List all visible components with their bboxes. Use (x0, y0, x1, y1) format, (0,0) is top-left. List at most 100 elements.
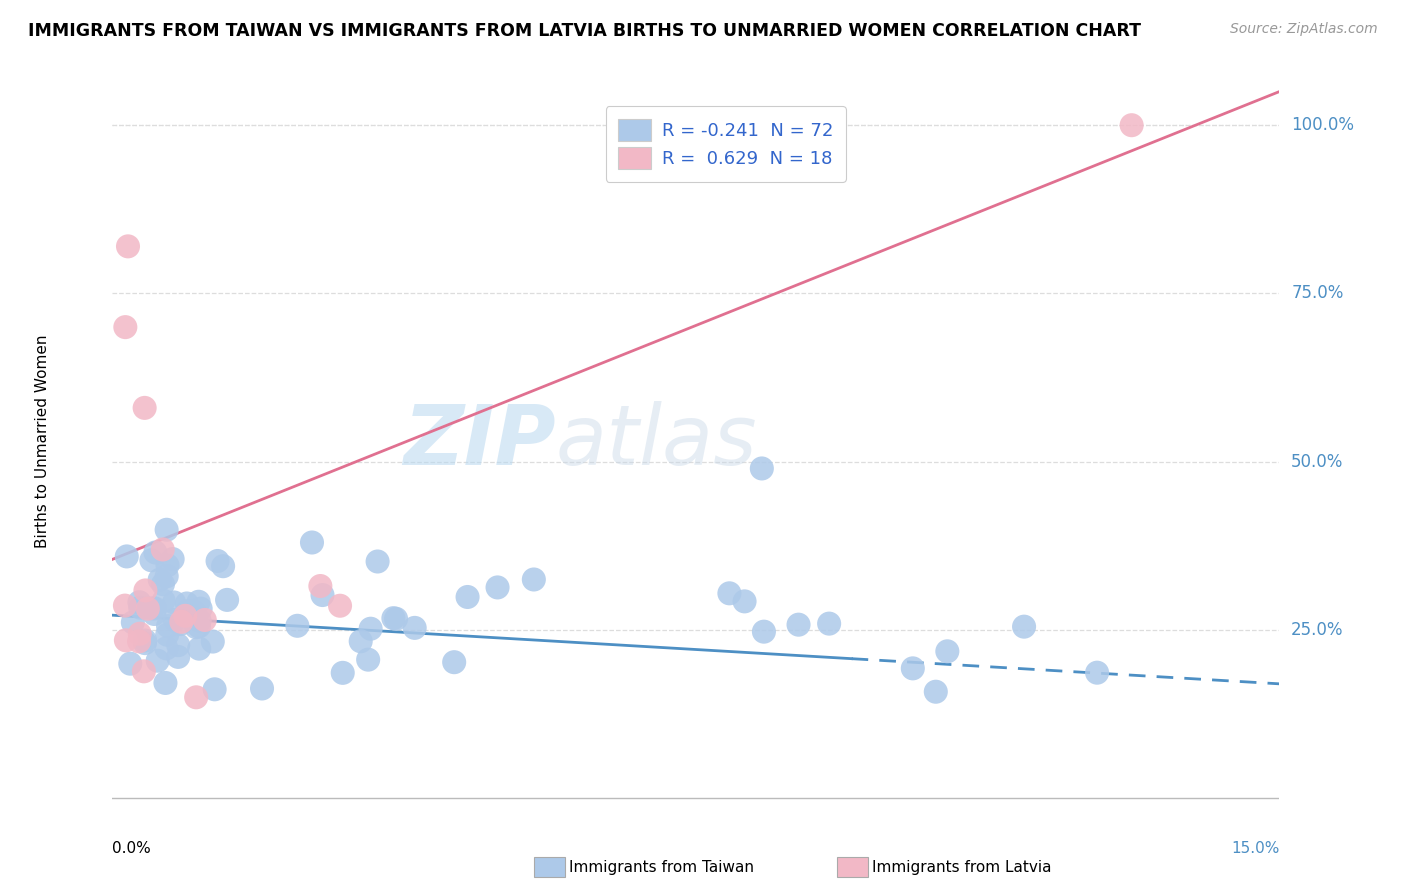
Point (152, 577, 174, 591)
Text: 75.0%: 75.0% (1291, 285, 1344, 302)
Point (114, 599, 136, 613)
Point (167, 649, 190, 664)
Text: 25.0%: 25.0% (1291, 621, 1344, 639)
Point (177, 609, 200, 624)
Text: ZIP: ZIP (404, 401, 555, 482)
Point (329, 599, 352, 613)
Point (114, 320, 136, 334)
Point (350, 634, 373, 648)
Point (309, 579, 332, 593)
Point (936, 644, 959, 658)
Point (128, 626, 150, 640)
Point (143, 607, 166, 621)
Point (204, 682, 226, 697)
Point (177, 604, 200, 618)
Point (207, 554, 229, 568)
Point (332, 665, 354, 680)
Point (188, 614, 211, 628)
Point (149, 573, 172, 587)
Point (145, 545, 167, 559)
Point (163, 595, 186, 609)
Point (190, 601, 212, 615)
Point (156, 523, 179, 537)
Point (188, 641, 211, 656)
Point (311, 588, 333, 602)
Point (146, 654, 169, 668)
Point (132, 665, 155, 679)
Text: 100.0%: 100.0% (1291, 116, 1354, 134)
Point (194, 613, 217, 627)
Point (1085, 665, 1108, 680)
Point (385, 612, 408, 626)
Point (718, 586, 741, 600)
Text: Immigrants from Taiwan: Immigrants from Taiwan (569, 860, 755, 874)
Point (121, 615, 143, 630)
Point (179, 605, 201, 619)
Text: atlas: atlas (555, 401, 758, 482)
Point (187, 595, 209, 609)
Text: Source: ZipAtlas.com: Source: ZipAtlas.com (1230, 22, 1378, 37)
Point (141, 601, 163, 615)
Point (129, 600, 152, 615)
Point (156, 628, 179, 642)
Point (170, 615, 193, 629)
Point (134, 583, 156, 598)
Point (157, 619, 180, 633)
Point (156, 569, 179, 583)
Point (357, 653, 380, 667)
Point (752, 624, 775, 639)
Point (523, 573, 546, 587)
Text: Immigrants from Latvia: Immigrants from Latvia (872, 860, 1052, 874)
Point (486, 581, 509, 595)
Point (201, 634, 224, 648)
Point (186, 690, 208, 705)
Point (174, 608, 197, 623)
Point (367, 554, 389, 568)
Point (1121, 118, 1143, 132)
Point (167, 638, 190, 652)
Point (751, 461, 773, 475)
Point (925, 684, 948, 698)
Point (169, 617, 191, 632)
Point (301, 535, 323, 549)
Legend: R = -0.241  N = 72, R =  0.629  N = 18: R = -0.241 N = 72, R = 0.629 N = 18 (606, 106, 846, 182)
Point (143, 601, 166, 615)
Point (152, 542, 174, 557)
Point (382, 611, 405, 625)
Point (134, 636, 156, 650)
Point (128, 634, 150, 648)
Point (443, 655, 465, 669)
Point (152, 594, 174, 608)
Point (134, 401, 156, 415)
Point (156, 558, 179, 573)
Point (404, 621, 426, 635)
Point (134, 633, 156, 648)
Point (155, 641, 177, 656)
Point (818, 616, 841, 631)
Point (117, 239, 139, 253)
Point (217, 593, 239, 607)
Point (115, 633, 138, 648)
Point (155, 676, 177, 690)
Point (162, 552, 184, 566)
Point (128, 595, 150, 609)
Point (184, 620, 207, 634)
Point (176, 597, 198, 611)
Point (163, 613, 186, 627)
Point (787, 617, 810, 632)
Text: 50.0%: 50.0% (1291, 453, 1344, 471)
Point (287, 619, 309, 633)
Point (184, 606, 207, 620)
Point (1012, 620, 1035, 634)
Point (141, 553, 163, 567)
Text: Births to Unmarried Women: Births to Unmarried Women (35, 334, 51, 549)
Point (360, 622, 382, 636)
Point (115, 549, 138, 564)
Text: 15.0%: 15.0% (1232, 841, 1279, 856)
Point (187, 619, 209, 633)
Point (212, 559, 235, 574)
Text: 0.0%: 0.0% (112, 841, 152, 856)
Text: IMMIGRANTS FROM TAIWAN VS IMMIGRANTS FROM LATVIA BIRTHS TO UNMARRIED WOMEN CORRE: IMMIGRANTS FROM TAIWAN VS IMMIGRANTS FRO… (28, 22, 1142, 40)
Point (901, 661, 924, 675)
Point (250, 681, 273, 696)
